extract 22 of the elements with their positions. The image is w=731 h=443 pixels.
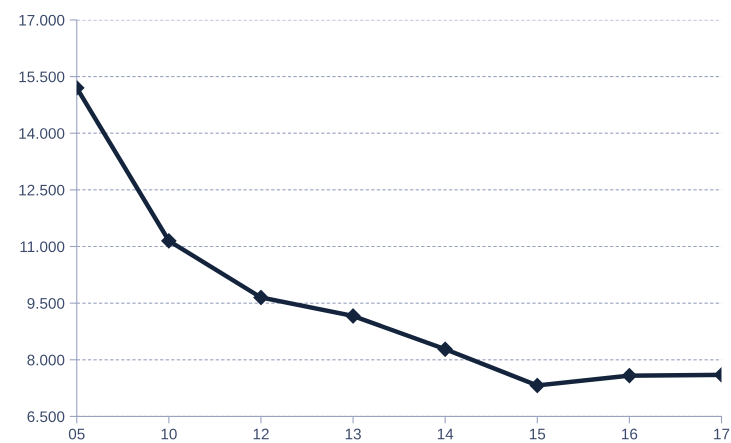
x-tick-label: 05 [68,428,85,440]
x-tick-label: 15 [530,428,546,440]
y-tick-label: 8.000 [27,354,64,366]
x-tick-label: 10 [162,428,177,440]
y-tick-label: 9.500 [27,298,64,309]
point [622,368,637,384]
y-tick-label: 6.500 [27,411,64,422]
x-tick-label: 16 [622,428,638,440]
point [253,290,269,306]
x-tick-label: 12 [254,428,269,440]
point [438,342,453,357]
y-tick-label: 17.000 [19,14,64,26]
y-tick-label: 15.500 [19,71,64,82]
x-tick-label: 17 [714,428,730,440]
x-tick-label: 14 [438,428,454,440]
y-tick-label: 11.000 [20,241,64,252]
point [161,233,176,248]
x-tick-label: 13 [346,428,361,440]
y-tick-label: 12.500 [19,184,64,196]
y-tick-label: 14.000 [19,128,64,139]
point [530,378,545,394]
point [346,308,361,324]
